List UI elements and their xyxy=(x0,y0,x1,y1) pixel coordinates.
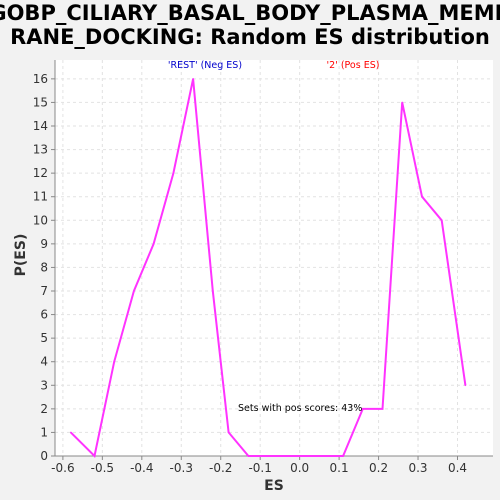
x-tick-label: 0.0 xyxy=(290,461,309,475)
annotation-pos-scores: Sets with pos scores: 43% xyxy=(238,403,362,414)
x-tick-label: 0.1 xyxy=(330,461,349,475)
x-tick-label: -0.4 xyxy=(130,461,153,475)
data-point xyxy=(247,455,250,457)
data-point xyxy=(133,290,135,292)
y-tick-label: 15 xyxy=(33,95,48,109)
data-point xyxy=(440,219,443,222)
y-tick-label: 6 xyxy=(40,308,48,322)
y-tick-label: 4 xyxy=(40,355,48,369)
data-point xyxy=(267,455,269,457)
y-tick-label: 10 xyxy=(33,213,48,227)
y-tick-label: 7 xyxy=(40,284,48,298)
x-tick-label: 0.3 xyxy=(408,461,427,475)
data-point xyxy=(401,101,404,104)
legend-entry-pos: '2' (Pos ES) xyxy=(327,60,380,71)
y-tick-label: 1 xyxy=(40,425,48,439)
y-tick-label: 2 xyxy=(40,402,48,416)
y-tick-label: 14 xyxy=(33,119,48,133)
data-point xyxy=(227,431,230,434)
data-point xyxy=(421,195,423,198)
chart-title-line-2: RANE_DOCKING: Random ES distribution xyxy=(10,25,490,49)
x-tick-label: -0.3 xyxy=(170,461,193,475)
y-tick-label: 9 xyxy=(40,237,48,251)
data-point xyxy=(381,408,384,410)
x-tick-label: -0.2 xyxy=(209,461,232,475)
y-tick-label: 12 xyxy=(33,166,48,180)
data-point xyxy=(113,360,115,363)
y-tick-label: 13 xyxy=(33,143,48,157)
series xyxy=(69,78,467,459)
x-axis-label: ES xyxy=(264,478,284,494)
data-point xyxy=(464,384,467,387)
data-point xyxy=(172,172,175,174)
data-point xyxy=(342,455,344,457)
y-tick-label: 8 xyxy=(40,260,48,274)
data-point xyxy=(361,408,364,410)
series-line xyxy=(70,78,467,459)
x-tick-label: 0.4 xyxy=(448,461,467,475)
data-point xyxy=(69,431,72,434)
x-tick-label: 0.2 xyxy=(369,461,388,475)
y-tick-label: 0 xyxy=(40,449,48,463)
y-tick-label: 16 xyxy=(33,72,48,86)
chart-title-line-1: GOBP_CILIARY_BASAL_BODY_PLASMA_MEMB xyxy=(0,1,500,25)
tick-labels: -0.6 -0.5 -0.4 -0.3 -0.2 -0.1 0.0 0.1 0.2 0.3 0.4 0… xyxy=(33,72,467,475)
x-tick-label: -0.6 xyxy=(51,461,74,475)
x-tick-label: -0.5 xyxy=(91,461,114,475)
y-axis-label: P(ES) xyxy=(13,234,29,277)
y-tick-label: 5 xyxy=(40,331,48,345)
y-tick-label: 11 xyxy=(33,190,48,204)
data-point xyxy=(152,243,155,245)
y-tick-label: 3 xyxy=(40,378,48,392)
data-point xyxy=(192,78,194,80)
plot-area xyxy=(55,60,493,456)
legend-entry-rest: 'REST' (Neg ES) xyxy=(168,60,242,71)
data-point xyxy=(212,290,214,292)
x-tick-label: -0.1 xyxy=(248,461,271,475)
data-point xyxy=(93,455,96,457)
